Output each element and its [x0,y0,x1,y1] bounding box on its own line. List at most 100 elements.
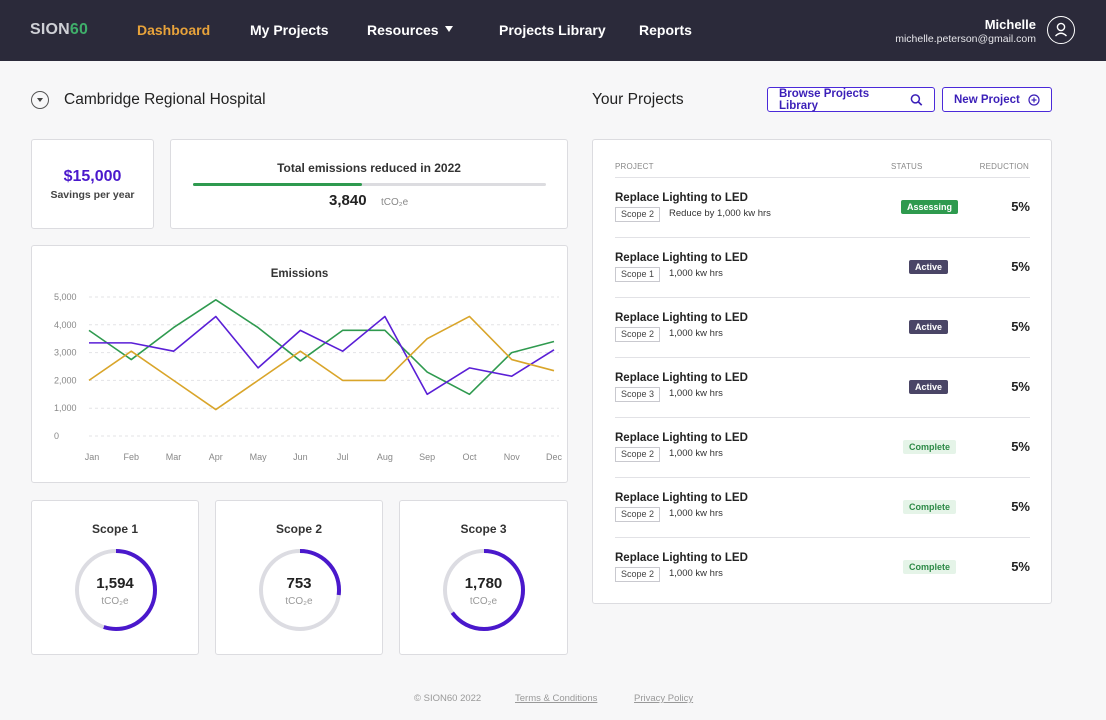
reduction-value: 5% [1011,559,1030,574]
reduction-value: 5% [1011,319,1030,334]
y-tick-label: 0 [54,431,59,441]
projects-table-card: PROJECT STATUS REDUCTION Replace Lightin… [592,139,1052,604]
project-title: Replace Lighting to LED [615,552,748,564]
scope-3-unit: tCO₂e [469,596,498,607]
table-row[interactable]: Replace Lighting to LED Scope 2 1,000 kw h… [615,297,1030,357]
emissions-reduced-card: Total emissions reduced in 2022 3,840 tC… [170,139,568,229]
scope-2-title: Scope 2 [275,522,323,536]
logo-accent-text: 60 [69,21,89,38]
scope-1-title: Scope 1 [91,522,139,536]
project-title: Replace Lighting to LED [615,372,748,384]
scope-2-donut [259,549,341,631]
scope-3-card: Scope 3 1,780 tCO₂e [399,500,568,655]
scope-1-card: Scope 1 1,594 tCO₂e [31,500,199,655]
reduction-value: 5% [1011,439,1030,454]
status-badge: Complete [903,500,957,514]
project-title: Replace Lighting to LED [615,492,748,504]
y-tick-label: 4,000 [54,320,77,330]
status-badge: Active [909,260,949,274]
logo-text: SION [30,21,70,38]
reduction-value: 5% [1011,259,1030,274]
table-row[interactable]: Replace Lighting to LED Scope 2 1,000 kw h… [615,537,1030,597]
donut-arc [443,549,525,631]
x-tick-label: Mar [166,452,182,462]
table-row[interactable]: Replace Lighting to LED Scope 2 Reduce by … [615,177,1030,237]
table-row[interactable]: Replace Lighting to LED Scope 2 1,000 kw h… [615,477,1030,537]
project-title: Replace Lighting to LED [615,252,748,264]
table-row[interactable]: Replace Lighting to LED Scope 3 1,000 kw h… [615,357,1030,417]
resources-caret-icon[interactable] [445,26,453,32]
reduction-value: 5% [1011,199,1030,214]
emissions-line-chart: 5,000 4,000 3,000 2,000 1,000 0 Jan Feb Mar Apr Ma… [54,292,563,462]
x-tick-label: Oct [462,452,477,462]
y-tick-label: 1,000 [54,403,77,413]
project-description: 1,000 kw hrs [669,388,723,399]
scope-tag: Scope 2 [615,567,661,582]
chart-title: Emissions [270,268,329,280]
scope-1-donut [75,549,157,631]
project-description: 1,000 kw hrs [669,328,723,339]
your-projects-heading: Your Projects [592,91,684,108]
top-nav-bar: SION60 Dashboard My Projects Resources P… [0,0,1106,61]
table-row[interactable]: Replace Lighting to LED Scope 2 1,000 kw h… [615,417,1030,477]
project-description: 1,000 kw hrs [669,268,723,279]
scope-tag: Scope 3 [615,387,661,402]
emissions-reduced-title: Total emissions reduced in 2022 [277,161,461,175]
privacy-link[interactable]: Privacy Policy [634,693,694,704]
scope-2-unit: tCO₂e [285,596,313,607]
user-email: michelle.peterson@gmail.com [895,33,1036,45]
x-tick-label: Feb [124,452,140,462]
scope-tag: Scope 2 [615,507,661,522]
project-description: 1,000 kw hrs [669,568,723,579]
project-description: 1,000 kw hrs [669,508,723,519]
scope-tag: Scope 2 [615,207,661,222]
y-tick-label: 5,000 [54,292,77,302]
header-project: PROJECT [615,162,654,171]
project-description: Reduce by 1,000 kw hrs [669,208,771,219]
footer-copyright: © SION60 2022 [414,693,482,704]
collapse-toggle-icon[interactable] [31,91,49,109]
plus-circle-icon [1028,93,1040,106]
sion60-logo[interactable]: SION60 [30,21,88,39]
nav-dashboard[interactable]: Dashboard [137,22,211,38]
scope-3-donut [443,549,525,631]
x-tick-label: Dec [546,452,563,462]
new-project-button[interactable]: New Project [942,87,1052,112]
new-project-label: New Project [954,93,1020,106]
search-icon [910,93,923,106]
browse-projects-library-button[interactable]: Browse Projects Library [767,87,935,112]
header-reduction: REDUCTION [979,162,1029,171]
x-tick-label: Jul [337,452,349,462]
series-line-3 [88,315,555,411]
terms-link[interactable]: Terms & Conditions [515,693,598,704]
scope-2-card: Scope 2 753 tCO₂e [215,500,383,655]
scope-2-value: 753 [286,575,312,592]
scope-3-title: Scope 3 [460,522,507,536]
table-row[interactable]: Replace Lighting to LED Scope 1 1,000 kw h… [615,237,1030,297]
browse-button-label: Browse Projects Library [779,87,870,112]
project-title: Replace Lighting to LED [615,432,748,444]
x-tick-label: Aug [377,452,393,462]
x-tick-label: Apr [209,452,223,462]
x-tick-label: Jun [293,452,308,462]
nav-projects-library[interactable]: Projects Library [499,22,606,38]
savings-card: $15,000 Savings per year [31,139,154,229]
nav-my-projects[interactable]: My Projects [250,22,329,38]
emissions-chart-card: Emissions 5,000 4,000 3,000 2,000 1,000 0 Jan F… [31,245,568,483]
x-tick-label: Nov [504,452,521,462]
nav-reports[interactable]: Reports [639,22,692,38]
scope-tag: Scope 2 [615,327,661,342]
site-title: Cambridge Regional Hospital [64,91,266,108]
status-badge: Active [909,320,949,334]
status-badge: Complete [903,440,957,454]
scope-tag: Scope 2 [615,447,661,462]
emissions-progress-fill [193,183,363,186]
status-badge: Assessing [901,200,959,214]
user-icon[interactable] [1047,16,1075,44]
emissions-reduced-unit: tCO₂e [381,197,409,208]
series-line-2 [89,315,555,396]
project-title: Replace Lighting to LED [615,312,748,324]
nav-resources[interactable]: Resources [367,22,439,38]
emissions-reduced-value: 3,840 [329,192,367,209]
project-description: 1,000 kw hrs [669,448,723,459]
